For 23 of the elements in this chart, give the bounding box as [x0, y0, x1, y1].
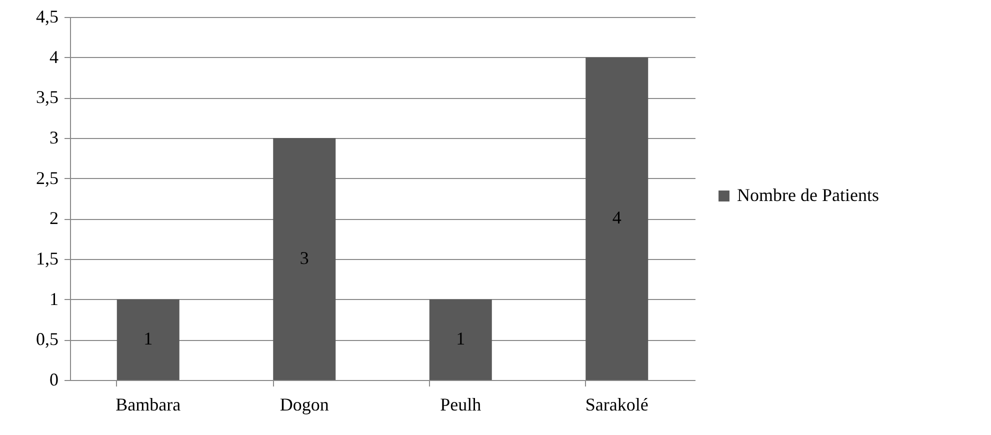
data-label: 3 [300, 248, 309, 268]
x-tick-label: Bambara [116, 394, 181, 414]
y-tick-label: 0,5 [36, 329, 58, 350]
data-label: 4 [612, 208, 622, 228]
y-tick-label: 2,5 [36, 168, 58, 188]
bar [429, 299, 492, 380]
bar [273, 138, 336, 380]
bar [116, 299, 180, 380]
y-tick-label: 3,5 [36, 87, 58, 108]
x-tick-label: Dogon [280, 394, 329, 414]
x-tick-label: Sarakolé [585, 394, 648, 414]
y-tick-label: 4 [50, 46, 58, 67]
bar [586, 57, 648, 380]
x-tick-label: Peulh [440, 394, 482, 414]
data-label: 1 [456, 328, 466, 349]
y-tick-label: 2 [50, 208, 58, 228]
legend-label: Nombre de Patients [737, 185, 879, 205]
y-tick-label: 1,5 [36, 248, 58, 268]
data-label: 1 [144, 328, 153, 349]
y-tick-label: 0 [50, 370, 58, 390]
y-tick-label: 3 [50, 128, 58, 148]
y-tick-label: 4,5 [36, 6, 58, 26]
y-tick-label: 1 [50, 288, 58, 309]
